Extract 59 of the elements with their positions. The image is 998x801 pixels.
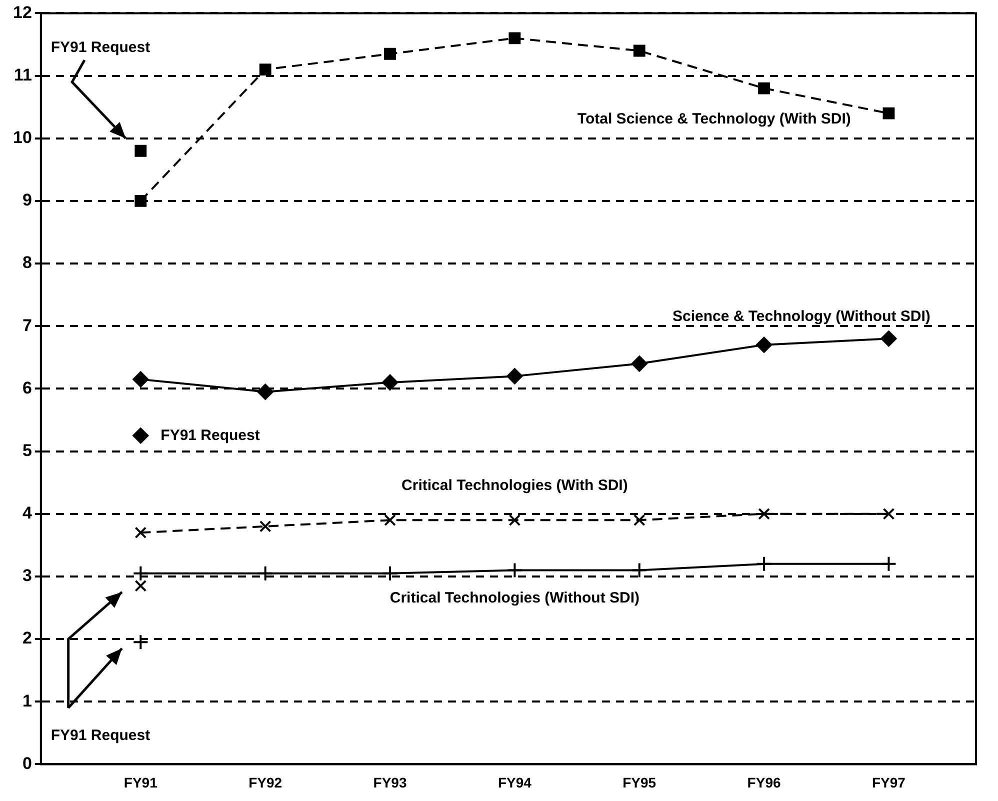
point xyxy=(631,356,648,372)
x-tick-label: FY96 xyxy=(747,774,781,790)
point xyxy=(134,526,147,539)
series-label: Critical Technologies (With SDI) xyxy=(402,476,628,494)
point xyxy=(506,368,523,384)
point xyxy=(132,565,149,582)
point xyxy=(132,371,149,388)
point xyxy=(134,195,147,207)
point xyxy=(259,64,272,76)
y-tick-label: 12 xyxy=(12,2,32,22)
point xyxy=(132,428,149,444)
x-tick-label: FY92 xyxy=(248,774,282,790)
point xyxy=(257,565,274,582)
y-tick-label: 7 xyxy=(22,316,32,335)
y-tick-label: 0 xyxy=(22,754,32,773)
x-tick-label: FY93 xyxy=(373,774,407,790)
point xyxy=(132,634,149,650)
series-label: Critical Technologies (Without SDI) xyxy=(390,589,640,606)
point xyxy=(756,336,772,353)
y-tick-label: 8 xyxy=(22,253,32,272)
point xyxy=(134,580,147,592)
point xyxy=(880,330,897,347)
y-tick-label: 10 xyxy=(12,128,32,148)
series-label: Science & Technology (Without SDI) xyxy=(672,308,930,325)
y-tick-label: 11 xyxy=(14,65,32,84)
point xyxy=(384,514,396,526)
point xyxy=(758,82,770,94)
point xyxy=(382,374,398,390)
y-tick-label: 2 xyxy=(22,628,32,648)
point xyxy=(384,48,396,60)
y-tick-label: 5 xyxy=(22,440,32,460)
series-label: Total Science & Technology (With SDI) xyxy=(577,110,851,128)
y-tick-label: 9 xyxy=(22,190,32,210)
y-tick-label: 4 xyxy=(22,504,32,523)
point xyxy=(882,508,895,520)
point xyxy=(382,565,398,582)
annotation: FY91 Request xyxy=(160,426,260,444)
x-tick-label: FY97 xyxy=(872,774,906,790)
point xyxy=(633,514,646,526)
x-tick-label: FY94 xyxy=(498,774,532,790)
point xyxy=(508,514,521,526)
point xyxy=(257,384,274,400)
point xyxy=(134,144,147,157)
y-tick-label: 1 xyxy=(22,691,32,710)
y-tick-label: 6 xyxy=(22,378,32,398)
point xyxy=(506,562,523,578)
point xyxy=(259,520,272,532)
point xyxy=(882,107,895,120)
point xyxy=(880,556,897,572)
x-tick-label: FY91 xyxy=(124,774,158,790)
point xyxy=(631,562,648,578)
annotation: FY91 Request xyxy=(50,727,150,744)
point xyxy=(758,508,770,520)
annotation: FY91 Request xyxy=(50,38,150,56)
point xyxy=(508,32,521,44)
x-tick-label: FY95 xyxy=(622,774,656,790)
point xyxy=(756,556,772,572)
y-tick-label: 3 xyxy=(22,566,32,586)
point xyxy=(633,44,646,57)
